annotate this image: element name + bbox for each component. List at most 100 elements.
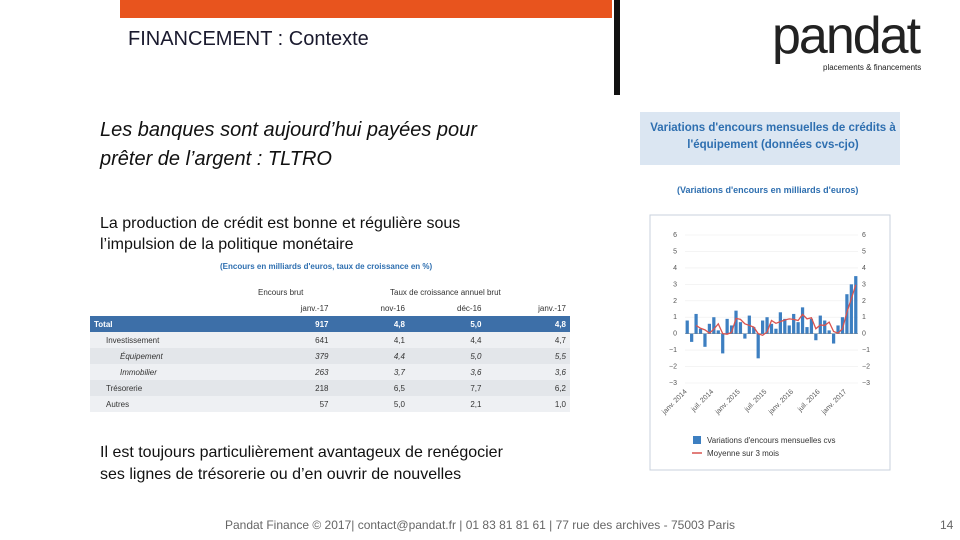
table-cell: 1,0 xyxy=(554,399,566,409)
table-row: Équipement 379 4,4 5,0 5,5 xyxy=(90,348,570,364)
bar xyxy=(854,276,858,334)
bar xyxy=(712,317,716,334)
bar xyxy=(761,320,765,334)
bar xyxy=(800,307,805,334)
table-cell: 641 xyxy=(315,335,329,345)
paragraph: La production de crédit est bonne et rég… xyxy=(100,213,460,255)
bar xyxy=(774,328,778,334)
slide-title: FINANCEMENT : Contexte xyxy=(128,28,369,50)
table-cell: 5,0 xyxy=(470,319,482,329)
paragraph-line: Il est toujours particulièrement avantag… xyxy=(100,444,503,461)
header-cell xyxy=(90,300,248,316)
table-cell: 7,7 xyxy=(470,383,482,393)
bar xyxy=(747,315,751,334)
bar xyxy=(778,312,782,334)
bar xyxy=(716,330,720,334)
bar xyxy=(752,327,756,334)
paragraph-line: ses lignes de trésorerie ou d’en ouvrir … xyxy=(100,466,462,483)
x-tick-label: juil. 2014 xyxy=(690,388,716,414)
table-row: Trésorerie 218 6,5 7,7 6,2 xyxy=(90,380,570,396)
table-group: Taux de croissance annuel brut xyxy=(390,288,501,297)
bar xyxy=(729,325,734,334)
table-cell: 5,0 xyxy=(470,351,482,361)
x-tick-label: janv. 2014 xyxy=(660,388,688,416)
heading: Les banques sont aujourd’hui payées pour… xyxy=(100,116,477,174)
y-tick-label: 5 xyxy=(673,248,677,255)
bar xyxy=(703,333,707,347)
footer: Pandat Finance © 2017| contact@pandat.fr… xyxy=(0,518,960,532)
heading-line: prêter de l’argent : TLTRO xyxy=(100,148,332,170)
bar xyxy=(827,330,831,334)
bar xyxy=(694,313,698,334)
y-tick-label: 0 xyxy=(673,331,677,338)
bar xyxy=(765,317,769,334)
y2-tick-label: 2 xyxy=(862,298,866,305)
table-cell: 6,2 xyxy=(554,383,566,393)
bar xyxy=(769,323,774,334)
x-tick-label: juil. 2015 xyxy=(743,388,769,414)
table-group: Encours brut xyxy=(258,288,304,297)
table-cell: 917 xyxy=(315,319,329,329)
paragraph-line: l’impulsion de la politique monétaire xyxy=(100,236,354,253)
y2-tick-label: 3 xyxy=(862,281,866,288)
bar xyxy=(836,325,840,334)
chart-subtitle: (Variations d'encours en milliards d'eur… xyxy=(677,185,859,195)
top-bar xyxy=(120,0,612,18)
footer-text: Pandat Finance © 2017| contact@pandat.fr… xyxy=(224,518,736,532)
bar xyxy=(809,318,814,334)
legend-swatch xyxy=(693,436,701,444)
bar xyxy=(756,333,760,359)
line xyxy=(695,284,857,337)
x-tick-label: janv. 2017 xyxy=(820,388,848,416)
y-tick-label: −2 xyxy=(669,364,677,371)
header-cell: nov-16 xyxy=(380,303,405,313)
table-cell: 263 xyxy=(315,367,329,377)
bar xyxy=(743,333,747,339)
table-cell: 4,8 xyxy=(554,319,566,329)
bar xyxy=(845,294,849,334)
table-row: Immobilier 263 3,7 3,6 3,6 xyxy=(90,364,570,380)
bar xyxy=(734,310,738,334)
y2-tick-label: 1 xyxy=(862,314,866,321)
table-cell: 5,5 xyxy=(554,351,566,361)
table-cell: 4,4 xyxy=(470,335,482,345)
table-cell: 4,8 xyxy=(393,319,405,329)
table-row: Total 917 4,8 5,0 4,8 xyxy=(90,316,570,332)
y-tick-label: 3 xyxy=(673,281,677,288)
y2-tick-label: 4 xyxy=(862,265,866,272)
y2-tick-label: −1 xyxy=(862,347,870,354)
x-tick-label: juil. 2016 xyxy=(796,388,822,414)
table-row: Investissement 641 4,1 4,4 4,7 xyxy=(90,332,570,348)
x-tick-label: janv. 2015 xyxy=(714,388,742,416)
table-cell: 218 xyxy=(315,383,329,393)
bar xyxy=(849,284,853,334)
header-cell: janv.-17 xyxy=(300,303,329,313)
y-tick-label: 2 xyxy=(673,298,677,305)
bar xyxy=(725,318,729,334)
legend-label: Variations d'encours mensuelles cvs xyxy=(707,436,836,445)
header-row: janv.-17 nov-16 déc-16 janv.-17 xyxy=(90,300,570,316)
table-cell: 4,7 xyxy=(554,335,566,345)
y2-tick-label: 6 xyxy=(862,232,866,239)
bar xyxy=(783,318,787,334)
table-cell: 379 xyxy=(315,351,329,361)
table-cell: 2,1 xyxy=(470,399,482,409)
table-cell: 57 xyxy=(319,399,329,409)
header-cell: déc-16 xyxy=(457,303,482,313)
divider xyxy=(614,0,620,95)
paragraph-line: La production de crédit est bonne et rég… xyxy=(100,215,461,232)
bar xyxy=(721,333,725,354)
y2-tick-label: −3 xyxy=(862,380,870,387)
legend-label: Moyenne sur 3 mois xyxy=(707,449,779,458)
y2-tick-label: −2 xyxy=(862,364,870,371)
row-label: Total xyxy=(94,319,113,329)
logo-tagline: placements & financements xyxy=(823,63,922,72)
bar xyxy=(685,320,689,334)
y2-tick-label: 5 xyxy=(862,248,866,255)
bar xyxy=(738,322,743,334)
bar xyxy=(796,322,800,334)
header-cell: janv.-17 xyxy=(538,303,566,313)
bar xyxy=(690,333,694,342)
table-cell: 3,7 xyxy=(393,367,405,377)
